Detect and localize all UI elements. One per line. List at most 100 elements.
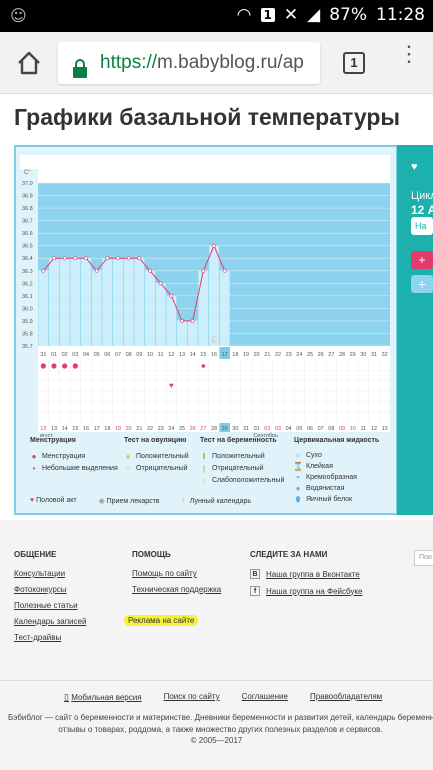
overflow-menu-icon[interactable]: ⋮ bbox=[398, 41, 420, 66]
site-footer: ОБЩЕНИЕ Консультации Фотоконкурсы Полезн… bbox=[0, 520, 433, 770]
date-label-row bbox=[38, 422, 390, 432]
footer-divider bbox=[0, 680, 433, 681]
footer-col-follow: СЛЕДИТЕ ЗА НАМИ В Наша группа в Вконтакте… bbox=[250, 550, 362, 603]
y-tick-label: 37.0 bbox=[22, 181, 33, 187]
temperature-bar bbox=[209, 245, 219, 346]
day-label: 20 bbox=[254, 352, 260, 358]
footer-heading: СЛЕДИТЕ ЗА НАМИ bbox=[250, 550, 328, 559]
footer-link[interactable]: Полезные статьи bbox=[14, 601, 78, 610]
copyright-holders-link[interactable]: Правообладателям bbox=[309, 692, 383, 701]
day-label: 29 bbox=[350, 352, 356, 358]
side-action-button[interactable]: На bbox=[411, 217, 433, 235]
description-line: отзывы о товарах, роддома, а также множе… bbox=[58, 725, 383, 734]
agreement-link[interactable]: Соглашение bbox=[241, 692, 288, 701]
legend-item: Слабоположительный bbox=[212, 476, 285, 484]
browser-toolbar: https://m.babyblog.ru/ap 1 ⋮ bbox=[0, 32, 433, 94]
add-temperature-button[interactable]: + bbox=[411, 275, 433, 293]
vk-group-link[interactable]: Наша группа в Вконтакте bbox=[266, 569, 360, 579]
clock: 11:28 bbox=[376, 5, 425, 25]
legend-header: Цервикальная жидкость bbox=[294, 437, 380, 444]
url-field[interactable]: https://m.babyblog.ru/ap bbox=[58, 42, 320, 84]
date-label: 12 bbox=[40, 426, 46, 432]
y-tick-label: 35.7 bbox=[22, 344, 33, 350]
page-title: Графики базальной температуры bbox=[14, 104, 401, 130]
date-label: 14 bbox=[62, 426, 68, 432]
day-label: 31 bbox=[40, 352, 46, 358]
y-tick-label: 36.9 bbox=[22, 194, 33, 200]
y-tick-label: 36.7 bbox=[22, 219, 33, 225]
footer-link[interactable]: Техническая поддержка bbox=[132, 585, 222, 594]
heart-icon: ♥ bbox=[411, 161, 418, 173]
footer-search-input[interactable]: Пои bbox=[414, 550, 433, 566]
date-label: 24 bbox=[168, 426, 174, 432]
temperature-bar bbox=[177, 320, 187, 346]
footer-col-community: ОБЩЕНИЕ Консультации Фотоконкурсы Полезн… bbox=[14, 550, 86, 649]
date-label: 26 bbox=[190, 426, 196, 432]
site-search-link[interactable]: Поиск по сайту bbox=[163, 692, 220, 701]
temperature-bar bbox=[102, 258, 113, 346]
y-tick-label: 36.0 bbox=[22, 306, 33, 312]
day-label: 11 bbox=[158, 352, 164, 358]
date-label: 01 bbox=[254, 426, 260, 432]
mobile-version-link[interactable]: Мобильная версия bbox=[71, 693, 142, 702]
url-scheme: https:// bbox=[100, 52, 158, 73]
y-tick-label: 36.1 bbox=[22, 294, 33, 300]
day-label: 04 bbox=[83, 352, 89, 358]
temperature-bar bbox=[198, 270, 209, 346]
day-label: 12 bbox=[168, 352, 174, 358]
day-label: 25 bbox=[307, 352, 313, 358]
date-label: 04 bbox=[286, 426, 292, 432]
facebook-icon: f bbox=[250, 586, 260, 596]
footer-link[interactable]: Тест-драйвы bbox=[14, 633, 62, 642]
temperature-bar bbox=[145, 270, 155, 346]
footer-link[interactable]: Календарь записей bbox=[14, 617, 87, 626]
side-date-label: 12 А bbox=[411, 203, 433, 217]
temperature-bar bbox=[134, 258, 145, 346]
y-tick-label: 36.8 bbox=[22, 206, 33, 212]
temperature-bar bbox=[155, 283, 166, 346]
footer-col-help: ПОМОЩЬ Помощь по сайту Техническая подде… bbox=[124, 550, 222, 633]
date-label: 25 bbox=[179, 426, 185, 432]
home-button[interactable] bbox=[14, 48, 44, 78]
y-tick-label: 35.8 bbox=[22, 331, 33, 337]
legend-item: Положительный bbox=[212, 452, 265, 460]
date-label: 27 bbox=[200, 426, 206, 432]
url-host: m.babyblog.ru/ap bbox=[157, 52, 304, 73]
facebook-group-link[interactable]: Наша группа на Фейсбуке bbox=[266, 586, 363, 596]
temperature-bar bbox=[59, 258, 70, 346]
legend-menstruation: Менструация ● Менструация • Небольшие выде… bbox=[30, 437, 118, 474]
temperature-point bbox=[222, 268, 227, 273]
temperature-bar bbox=[38, 270, 49, 346]
temperature-point bbox=[169, 293, 174, 298]
day-label: 01 bbox=[51, 352, 57, 358]
heart-icon: ♥ bbox=[30, 497, 35, 504]
footer-link[interactable]: Фотоконкурсы bbox=[14, 585, 67, 594]
temperature-point bbox=[52, 256, 56, 261]
date-label: 21 bbox=[136, 426, 142, 432]
tab-switcher-button[interactable]: 1 bbox=[343, 52, 365, 74]
y-tick-label: 36.4 bbox=[22, 256, 33, 262]
mute-icon: ✕ bbox=[283, 5, 299, 25]
date-label: 13 bbox=[382, 426, 388, 432]
footer-link[interactable]: Помощь по сайту bbox=[132, 569, 197, 578]
day-label: 02 bbox=[62, 352, 68, 358]
date-label: 11 bbox=[360, 426, 366, 432]
temperature-bar bbox=[123, 258, 134, 346]
date-label: 18 bbox=[104, 426, 110, 432]
legend-item: Отрицательный bbox=[212, 464, 264, 472]
legend-header: Тест на беременность bbox=[200, 437, 277, 444]
temperature-point bbox=[126, 256, 131, 261]
moon-icon: ☾ bbox=[181, 498, 188, 505]
temperature-bar bbox=[113, 258, 123, 346]
bbt-chart: C° 37.0 36.9 36.8 36.7 36.6 36.5 36.4 36.3 36.2 36… bbox=[20, 155, 391, 437]
legend-item: Положительный bbox=[136, 452, 189, 460]
pill-icon: ◉ bbox=[98, 498, 105, 505]
ads-link-highlighted[interactable]: Реклама на сайте bbox=[124, 615, 199, 626]
add-note-button[interactable]: + bbox=[411, 251, 433, 269]
day-label: 32 bbox=[382, 352, 388, 358]
sticky-icon: ⌛ bbox=[293, 462, 303, 471]
legend-item: Половой акт bbox=[36, 497, 77, 504]
date-label: 22 bbox=[147, 426, 153, 432]
single-stripe-icon: | bbox=[202, 463, 206, 473]
footer-link[interactable]: Консультации bbox=[14, 569, 66, 578]
